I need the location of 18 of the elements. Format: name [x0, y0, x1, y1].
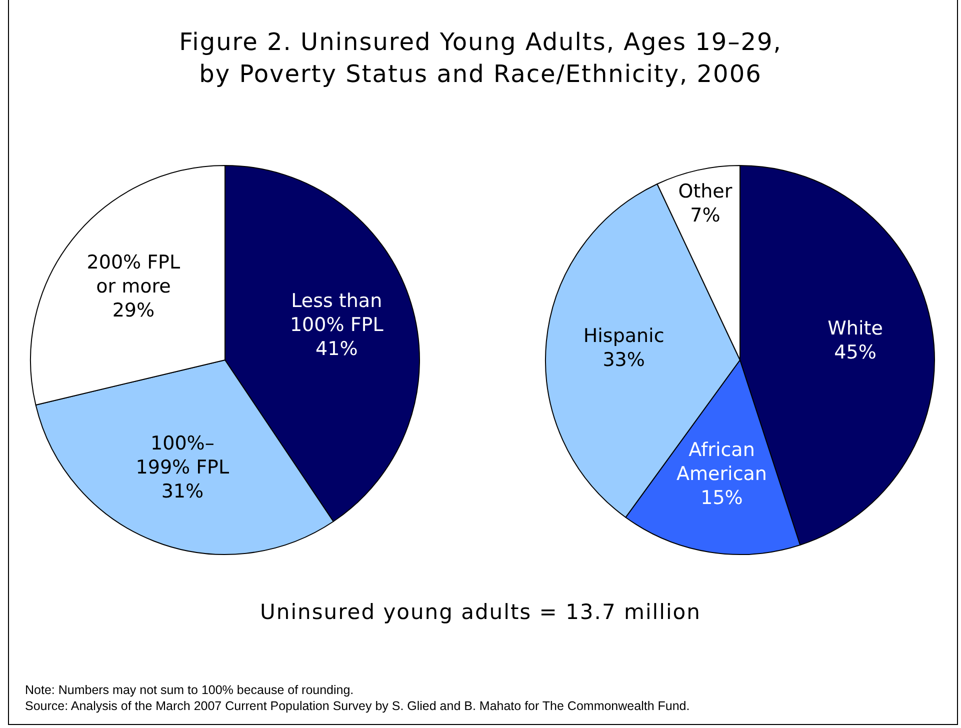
data-label: 45%: [834, 342, 876, 364]
slice-label: Other: [678, 180, 732, 202]
text: Figure 2. Uninsured Young Adults, Ages 19–29, by Poverty Status and Race/Ethnicity, 2006: [178, 27, 783, 90]
slice-label: White: [828, 318, 883, 340]
data-label: 41%: [316, 338, 358, 360]
slice-label: African American: [676, 439, 767, 486]
slice-label: 100%–199% FPL: [136, 432, 230, 479]
data-label: 31%: [161, 480, 204, 503]
data-label: 15%: [700, 487, 743, 510]
data-label: 33%: [602, 348, 645, 371]
slice-label: Less than 100% FPL: [290, 290, 384, 336]
text: Uninsured young adults = 13.7 million: [259, 600, 702, 624]
slice-label: Hispanic: [583, 324, 664, 347]
source-note: Source: Analysis of the March 2007 Current Population Survey by S. Glied and B. Mahato for The Commonwealth Fund.: [25, 698, 690, 714]
text: Note: Numbers may not sum to 100% because of rounding.: [25, 682, 355, 698]
slice-label: 200% FPL or more: [86, 252, 181, 298]
data-label: 29%: [112, 300, 155, 322]
data-label: 7%: [690, 204, 720, 226]
